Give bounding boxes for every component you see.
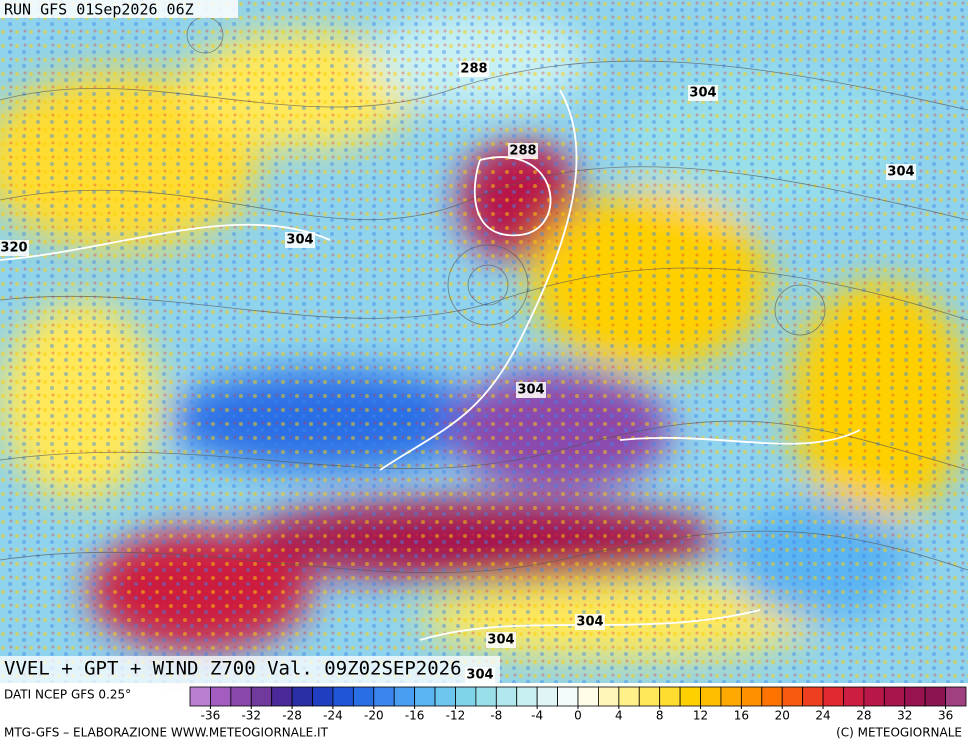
contour-label: 320 [0, 241, 27, 256]
contour-label: 304 [466, 668, 493, 683]
colorbar-swatch [700, 686, 722, 707]
colorbar-swatch [250, 686, 273, 707]
colorbar-swatch [638, 686, 661, 707]
colorbar-swatch [516, 686, 538, 707]
contour-label-bg [0, 240, 29, 256]
colorbar-swatch [414, 686, 436, 707]
colorbar-tick-label: 4 [615, 709, 623, 723]
contour-label-bg [465, 667, 495, 683]
contour-label-bg [285, 232, 315, 248]
colorbar-swatch [271, 686, 293, 707]
colorbar-swatch [475, 686, 497, 707]
colorbar-swatch [495, 686, 518, 707]
footer-left: MTG-GFS – ELABORAZIONE WWW.METEOGIORNALE… [4, 726, 329, 740]
contour-label: 304 [576, 615, 603, 630]
contour-label-bg [508, 143, 538, 159]
contour-label: 304 [517, 383, 544, 398]
colorbar-swatch [230, 686, 252, 707]
colorbar-swatch [924, 686, 946, 707]
map-title: VVEL + GPT + WIND Z700 Val. 09Z02SEP2026 [4, 658, 462, 680]
contour-label-bg [688, 85, 718, 101]
colorbar-swatch [598, 686, 620, 707]
contour-label: 304 [887, 165, 914, 180]
colorbar-tick-label: -24 [323, 709, 343, 723]
colorbar-swatch [577, 686, 599, 707]
colorbar-swatch [781, 686, 804, 707]
colorbar-tick-label: -20 [364, 709, 384, 723]
map-field [0, 0, 968, 683]
colorbar-tick-label: 24 [815, 709, 830, 723]
colorbar-swatch [332, 686, 354, 707]
colorbar-tick-label: -28 [282, 709, 302, 723]
colorbar-swatch [659, 686, 681, 707]
colorbar-swatch [352, 686, 375, 707]
contour-label-bg [886, 164, 916, 180]
colorbar-tick-label: 0 [574, 709, 582, 723]
colorbar-swatch [740, 686, 763, 707]
colorbar-swatch [761, 686, 783, 707]
contour-label-bg [459, 61, 489, 77]
colorbar-swatch [373, 686, 395, 707]
colorbar-tick-label: 8 [656, 709, 664, 723]
colorbar-swatch [679, 686, 701, 707]
run-label: RUN GFS 01Sep2026 06Z [4, 1, 194, 19]
colorbar-swatch [189, 686, 211, 707]
contour-label: 288 [509, 144, 536, 159]
colorbar-tick-label: -36 [201, 709, 221, 723]
colorbar-tick-label: 16 [734, 709, 749, 723]
colorbar-tick-label: 36 [938, 709, 953, 723]
colorbar-swatch [536, 686, 558, 707]
colorbar-swatch [434, 686, 456, 707]
colorbar-tick-label: -12 [446, 709, 466, 723]
contour-label: 288 [460, 62, 487, 77]
colorbar-swatch [904, 686, 926, 707]
colorbar-swatch [455, 686, 477, 707]
colorbar-swatch [802, 686, 824, 707]
contour-label: 304 [286, 233, 313, 248]
colorbar-swatch [843, 686, 865, 707]
colorbar-swatch [557, 686, 579, 707]
colorbar-swatch [291, 686, 313, 707]
colorbar-tick-label: -4 [531, 709, 543, 723]
colorbar-swatch [863, 686, 885, 707]
colorbar-tick-label: -32 [241, 709, 261, 723]
contour-label-bg [486, 632, 516, 648]
colorbar-tick-label: 32 [897, 709, 912, 723]
colorbar-swatch [393, 686, 416, 707]
contour-label: 304 [487, 633, 514, 648]
colorbar-tick-label: -16 [405, 709, 425, 723]
footer-right: (C) METEOGIORNALE [836, 726, 962, 740]
colorbar-tick-label: 12 [693, 709, 708, 723]
contour-label-bg [575, 614, 605, 630]
contour-label-bg [516, 382, 546, 398]
colorbar-swatch [883, 686, 906, 707]
colorbar-tick-label: 20 [775, 709, 790, 723]
source-label: DATI NCEP GFS 0.25° [4, 688, 131, 702]
colorbar-swatch [822, 686, 844, 707]
colorbar-swatch [720, 686, 742, 707]
colorbar-swatch [312, 686, 334, 707]
colorbar-tick-label: -8 [490, 709, 502, 723]
colorbar-swatch [945, 686, 967, 707]
colorbar-tick-label: 28 [856, 709, 871, 723]
colorbar-swatch [210, 686, 232, 707]
contour-label: 304 [689, 86, 716, 101]
colorbar-swatch [618, 686, 640, 707]
